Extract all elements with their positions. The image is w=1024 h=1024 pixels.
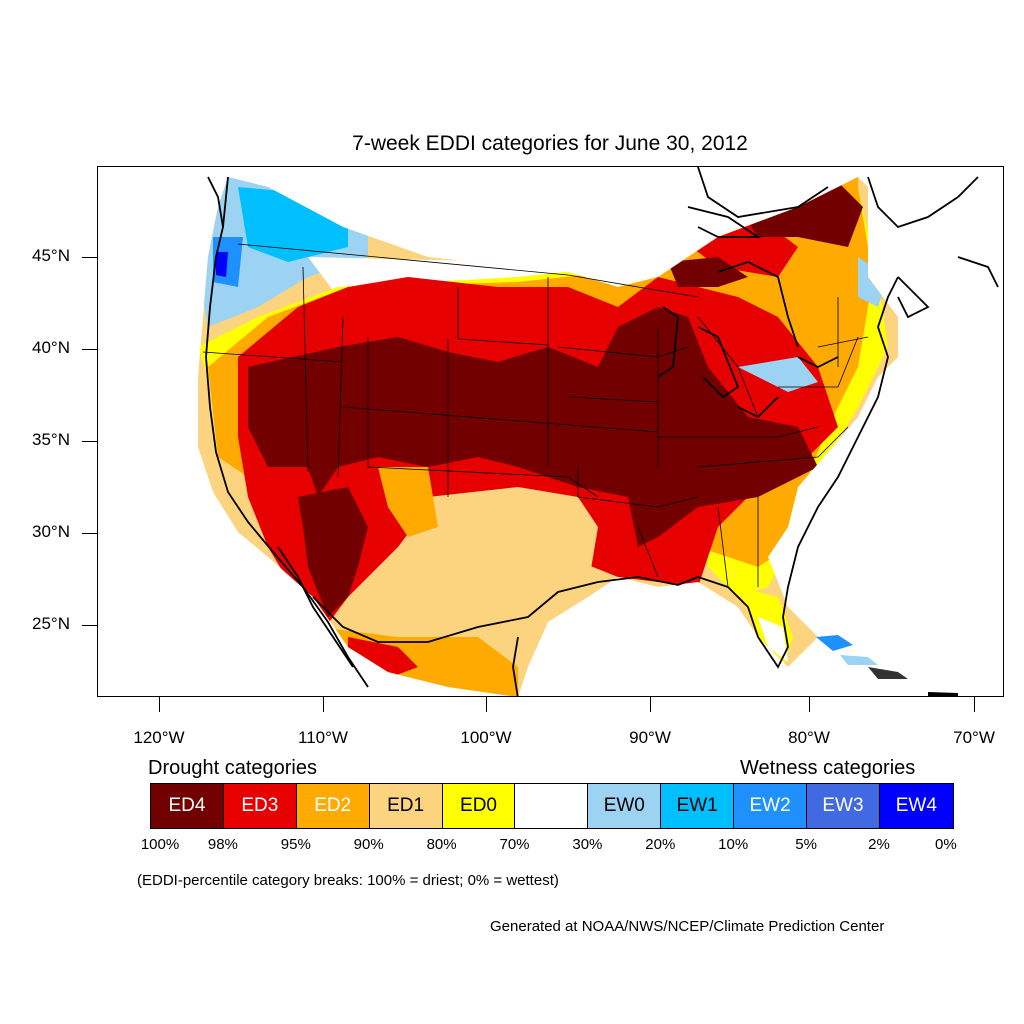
legend-swatch-label: EW1 [676, 795, 718, 816]
percentile-label: 100% [140, 836, 180, 853]
percentile-label: 20% [645, 836, 676, 853]
percentile-label: 90% [353, 836, 384, 853]
lon-tick [650, 697, 651, 712]
category-legend: ED4 ED3 ED2 ED1 ED0 EW0 EW1 EW2 EW3 EW4 [150, 783, 954, 829]
legend-swatch: EW0 [588, 784, 662, 828]
lat-label-35n: 35°N [32, 430, 70, 449]
eddi-map [198, 167, 999, 696]
legend-swatch-label: ED0 [460, 795, 497, 816]
lat-tick [82, 441, 97, 442]
legend-swatch-label: EW2 [749, 795, 791, 816]
legend-swatch-label: EW3 [822, 795, 864, 816]
percentile-label: 70% [499, 836, 530, 853]
category-note: (EDDI-percentile category breaks: 100% =… [137, 872, 559, 889]
legend-swatch: ED1 [369, 784, 443, 828]
category-fill [198, 177, 898, 696]
legend-swatch: EW1 [661, 784, 735, 828]
percentile-label: 0% [935, 836, 957, 853]
lat-label-45n: 45°N [32, 246, 70, 265]
legend-swatch: ED0 [442, 784, 516, 828]
lat-tick [82, 257, 97, 258]
lon-label-100w: 100°W [460, 728, 512, 747]
legend-swatch [515, 784, 589, 828]
percentile-label: 30% [572, 836, 603, 853]
legend-swatch-label: ED4 [168, 795, 206, 816]
percentile-label: 80% [426, 836, 457, 853]
caribbean-islands [816, 635, 958, 696]
lon-label-80w: 80°W [788, 728, 830, 747]
lat-tick [82, 533, 97, 534]
coastlines [205, 167, 999, 696]
percentile-label: 10% [718, 836, 749, 853]
legend-swatch-label: EW0 [603, 795, 645, 816]
lon-tick [486, 697, 487, 712]
lon-label-110w: 110°W [298, 728, 348, 747]
legend-swatch: EW4 [879, 784, 953, 828]
legend-swatch: ED2 [296, 784, 370, 828]
lat-tick [82, 349, 97, 350]
legend-swatch-label: ED3 [241, 795, 279, 816]
lat-label-30n: 30°N [32, 522, 70, 541]
legend-swatch: ED3 [223, 784, 297, 828]
legend-swatch-label: ED1 [387, 795, 425, 816]
lat-tick [82, 625, 97, 626]
lon-tick [974, 697, 975, 712]
wetness-heading: Wetness categories [740, 757, 916, 779]
map-panel [97, 166, 1004, 697]
lon-tick [159, 697, 160, 712]
credit-line: Generated at NOAA/NWS/NCEP/Climate Predi… [490, 918, 885, 935]
lon-label-120w: 120°W [133, 728, 185, 747]
map-title: 7-week EDDI categories for June 30, 2012 [352, 132, 748, 155]
legend-swatch-label: EW4 [895, 795, 937, 816]
legend-swatch: EW2 [734, 784, 808, 828]
percentile-label: 2% [868, 836, 890, 853]
legend-swatch: ED4 [151, 784, 224, 828]
lat-label-40n: 40°N [32, 338, 70, 357]
lat-label-25n: 25°N [32, 614, 70, 633]
lon-label-90w: 90°W [629, 728, 671, 747]
percentile-label: 98% [207, 836, 238, 853]
lon-tick [323, 697, 324, 712]
percentile-label: 95% [280, 836, 311, 853]
legend-swatch: EW3 [807, 784, 880, 828]
lon-label-70w: 70°W [953, 728, 995, 747]
legend-swatch-label: ED2 [314, 795, 352, 816]
drought-heading: Drought categories [148, 757, 317, 779]
percentile-label: 5% [795, 836, 817, 853]
lon-tick [809, 697, 810, 712]
state-borders [202, 243, 869, 588]
